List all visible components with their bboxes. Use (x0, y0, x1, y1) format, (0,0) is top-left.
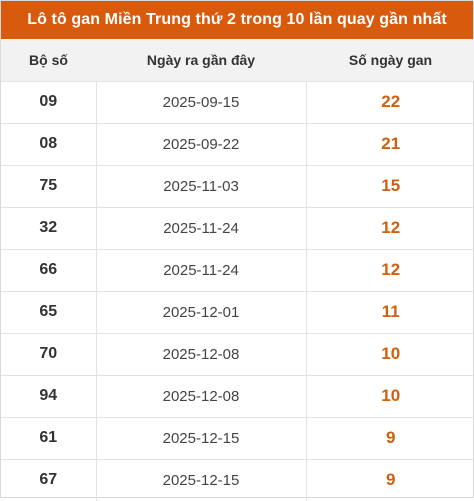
cell-number: 65 (1, 291, 96, 334)
cell-days: 9 (305, 417, 474, 460)
table-row: 66 2025-11-24 12 (1, 249, 474, 292)
panel-title-text: Lô tô gan Miền Trung thứ 2 trong 10 lần … (27, 11, 447, 28)
header-last-date: Ngày ra gần đây (96, 39, 306, 82)
table-body: 09 2025-09-15 22 08 2025-09-22 21 75 202… (1, 81, 474, 501)
cell-days: 12 (305, 249, 474, 292)
table-row: 09 2025-09-15 22 (1, 81, 474, 124)
table-row: 67 2025-12-15 9 (1, 459, 474, 501)
cell-days: 10 (305, 333, 474, 376)
cell-date: 2025-12-15 (95, 417, 306, 460)
cell-number: 67 (39, 471, 58, 489)
table-row: 75 2025-11-03 15 (1, 165, 474, 208)
table-row: 32 2025-11-24 12 (1, 207, 474, 250)
cell-number: 66 (1, 249, 96, 292)
cell-days: 22 (305, 81, 474, 124)
lo-gan-table: Bộ số Ngày ra gần đây Số ngày gan 09 202… (1, 39, 474, 501)
cell-days: 11 (305, 291, 474, 334)
cell-number: 75 (1, 165, 96, 208)
cell-number: 32 (1, 207, 96, 250)
header-row: Bộ số Ngày ra gần đây Số ngày gan (1, 39, 474, 82)
cell-days: 21 (305, 123, 474, 166)
cell-date: 2025-11-24 (95, 207, 306, 250)
header-days-gan: Số ngày gan (306, 39, 474, 82)
cell-date: 2025-11-24 (95, 249, 306, 292)
table-row: 08 2025-09-22 21 (1, 123, 474, 166)
cell-number: 94 (1, 375, 96, 418)
header-number: Bộ số (1, 39, 96, 82)
cell-days: 15 (305, 165, 474, 208)
cell-number: 09 (1, 81, 96, 124)
table-header: Bộ số Ngày ra gần đây Số ngày gan (1, 39, 474, 82)
cell-number: 70 (1, 333, 96, 376)
cell-date: 2025-12-15 (95, 459, 306, 501)
table-row: 94 2025-12-08 10 (1, 375, 474, 418)
cell-date: 2025-09-15 (95, 81, 306, 124)
cell-date: 2025-12-08 (95, 333, 306, 376)
panel-title: Lô tô gan Miền Trung thứ 2 trong 10 lần … (1, 1, 473, 39)
cell-number: 08 (1, 123, 96, 166)
cell-number: 61 (1, 417, 96, 460)
cell-date: 2025-11-03 (95, 165, 306, 208)
cell-days: 9 (305, 459, 474, 501)
table-row: 70 2025-12-08 10 (1, 333, 474, 376)
cell-days: 12 (305, 207, 474, 250)
cell-days: 10 (305, 375, 474, 418)
cell-date: 2025-12-01 (95, 291, 306, 334)
cell-date: 2025-09-22 (95, 123, 306, 166)
table-row: 65 2025-12-01 11 (1, 291, 474, 334)
table-row: 61 2025-12-15 9 (1, 417, 474, 460)
cell-date: 2025-12-08 (95, 375, 306, 418)
